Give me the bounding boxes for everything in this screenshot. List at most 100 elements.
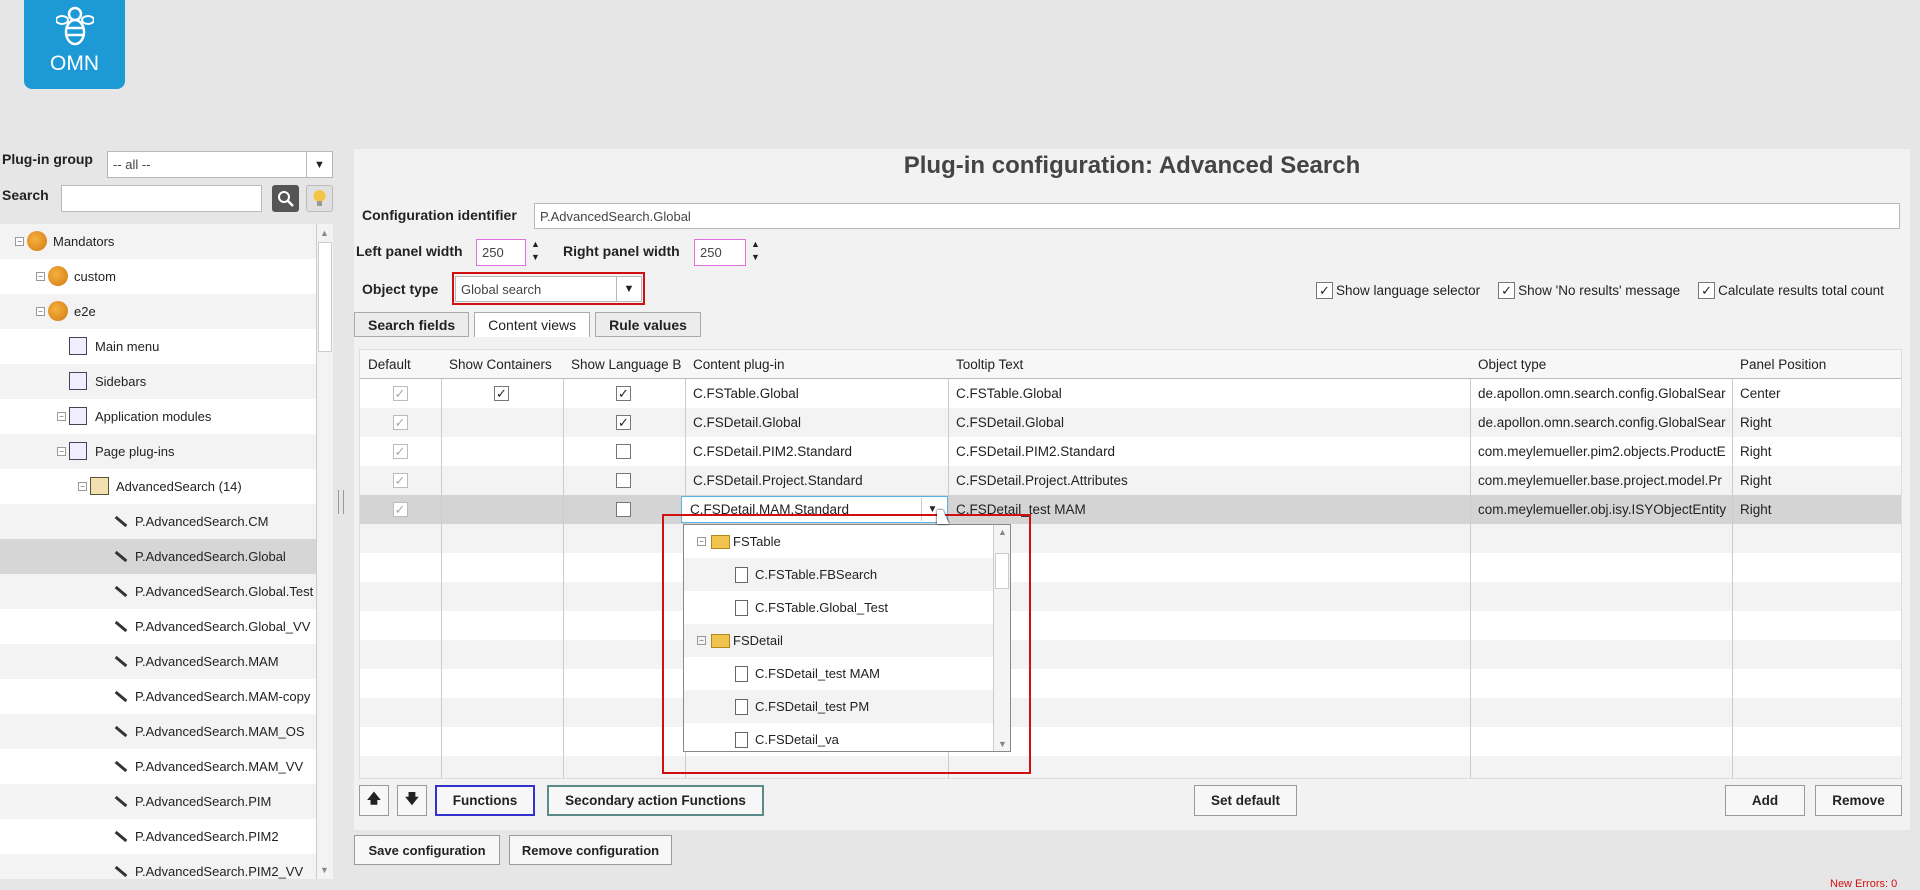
set-default-button[interactable]: Set default bbox=[1194, 785, 1297, 816]
checkbox[interactable]: ✓ bbox=[1698, 281, 1716, 299]
expander[interactable]: − bbox=[697, 537, 706, 546]
option-label: Show language selector bbox=[1336, 282, 1481, 298]
column-header[interactable]: Show Containers bbox=[449, 357, 552, 372]
dropdown-item[interactable]: C.FSTable.FBSearch bbox=[684, 558, 994, 591]
cell: de.apollon.omn.search.config.GlobalSear bbox=[1478, 415, 1726, 430]
tree-row[interactable]: Sidebars bbox=[0, 364, 316, 399]
tree-icon bbox=[114, 725, 128, 738]
remove-button[interactable]: Remove bbox=[1815, 785, 1902, 816]
expander[interactable]: − bbox=[36, 307, 45, 316]
column-header[interactable]: Show Language B bbox=[571, 357, 682, 372]
checkbox[interactable] bbox=[616, 502, 631, 517]
tree-row[interactable]: P.AdvancedSearch.MAM_VV bbox=[0, 749, 316, 784]
tree-row[interactable]: − Page plug-ins bbox=[0, 434, 316, 469]
dropdown-arrow[interactable]: ▼ bbox=[921, 498, 943, 521]
move-up-button[interactable]: 🡅 bbox=[359, 785, 389, 816]
move-down-button[interactable]: 🡇 bbox=[397, 785, 427, 816]
tree-row[interactable]: P.AdvancedSearch.Global bbox=[0, 539, 316, 574]
option[interactable]: ✓ Show 'No results' message bbox=[1498, 280, 1680, 300]
tree-scrollbar[interactable]: ▲ ▼ bbox=[316, 224, 333, 879]
tree-row[interactable]: − Application modules bbox=[0, 399, 316, 434]
expander[interactable]: − bbox=[36, 272, 45, 281]
cell-editor[interactable]: C.FSDetail.MAM.Standard ▼ bbox=[681, 496, 948, 523]
grid-row-bg bbox=[360, 756, 1901, 778]
cell: C.FSDetail.Project.Standard bbox=[693, 473, 863, 488]
secondary-functions-button[interactable]: Secondary action Functions bbox=[547, 785, 764, 816]
tree-row[interactable]: P.AdvancedSearch.Global_VV bbox=[0, 609, 316, 644]
remove-config-button[interactable]: Remove configuration bbox=[509, 835, 672, 865]
functions-button[interactable]: Functions bbox=[435, 785, 535, 816]
checkbox[interactable]: ✓ bbox=[1498, 281, 1516, 299]
tab[interactable]: Content views bbox=[474, 312, 591, 337]
expander[interactable]: − bbox=[697, 636, 706, 645]
dropdown-item[interactable]: C.FSDetail_va bbox=[684, 723, 994, 751]
save-config-button[interactable]: Save configuration bbox=[354, 835, 500, 865]
checkbox[interactable]: ✓ bbox=[1316, 281, 1333, 299]
tree-row[interactable]: P.AdvancedSearch.Global.Test bbox=[0, 574, 316, 609]
left-width-input[interactable]: 250 bbox=[476, 239, 526, 266]
dropdown-item[interactable]: C.FSDetail_test PM bbox=[684, 690, 994, 723]
right-width-input[interactable]: 250 bbox=[694, 239, 746, 266]
spinner[interactable]: ▲ ▼ bbox=[751, 239, 760, 262]
column-header[interactable]: Default bbox=[368, 357, 411, 372]
grid-row-bg bbox=[360, 698, 1901, 727]
cell: Center bbox=[1740, 386, 1781, 401]
expander[interactable]: − bbox=[57, 447, 66, 456]
cell: com.meylemueller.base.project.model.Pr bbox=[1478, 473, 1722, 488]
tree-row[interactable]: − custom bbox=[0, 259, 316, 294]
tree-row[interactable]: P.AdvancedSearch.CM bbox=[0, 504, 316, 539]
tree-row[interactable]: Main menu bbox=[0, 329, 316, 364]
page-title: Plug-in configuration: Advanced Search bbox=[903, 152, 1361, 179]
column-header[interactable]: Object type bbox=[1478, 357, 1547, 372]
dropdown-item[interactable]: C.FSDetail_test MAM bbox=[684, 657, 994, 690]
tree-row[interactable]: − e2e bbox=[0, 294, 316, 329]
checkbox[interactable] bbox=[616, 444, 631, 459]
tab[interactable]: Search fields bbox=[354, 312, 470, 337]
object-type-label: Object type bbox=[362, 281, 439, 297]
dropdown-arrow[interactable]: ▼ bbox=[616, 277, 641, 301]
spinner[interactable]: ▲ ▼ bbox=[531, 239, 540, 262]
popup-scrollbar[interactable]: ▲ ▼ bbox=[993, 525, 1010, 751]
tree-row[interactable]: P.AdvancedSearch.MAM-copy bbox=[0, 679, 316, 714]
cell: Right bbox=[1740, 502, 1772, 517]
option[interactable]: ✓ Show language selector bbox=[1316, 280, 1480, 300]
file-icon bbox=[735, 666, 748, 682]
tab[interactable]: Rule values bbox=[595, 312, 701, 337]
dropdown-item[interactable]: C.FSTable.Global_Test bbox=[684, 591, 994, 624]
checkbox[interactable]: ✓ bbox=[616, 415, 631, 430]
checkbox: ✓ bbox=[392, 415, 408, 430]
tree-row[interactable]: P.AdvancedSearch.PIM bbox=[0, 784, 316, 819]
dropdown-item[interactable]: − FSTable bbox=[684, 525, 994, 558]
option[interactable]: ✓ Calculate results total count bbox=[1698, 280, 1884, 300]
config-id-input[interactable]: P.AdvancedSearch.Global bbox=[534, 203, 1900, 229]
tree-row[interactable]: P.AdvancedSearch.PIM2 bbox=[0, 819, 316, 854]
tree-row[interactable]: P.AdvancedSearch.PIM2_VV bbox=[0, 854, 316, 879]
cell: C.FSDetail.PIM2.Standard bbox=[693, 444, 853, 459]
dropdown-arrow[interactable]: ▼ bbox=[306, 152, 332, 177]
checkbox[interactable]: ✓ bbox=[494, 386, 509, 401]
search-label: Search bbox=[2, 187, 49, 203]
tree-row[interactable]: − AdvancedSearch (14) bbox=[0, 469, 316, 504]
plugin-group-select[interactable]: -- all -- bbox=[107, 151, 333, 178]
config-id-label: Configuration identifier bbox=[362, 207, 517, 223]
search-input[interactable] bbox=[61, 185, 262, 212]
column-header[interactable]: Content plug-in bbox=[693, 357, 785, 372]
tree-row[interactable]: − Mandators bbox=[0, 224, 316, 259]
add-button[interactable]: Add bbox=[1725, 785, 1805, 816]
tree-row[interactable]: P.AdvancedSearch.MAM_OS bbox=[0, 714, 316, 749]
dropdown-item[interactable]: − FSDetail bbox=[684, 624, 994, 657]
logo[interactable]: OMN bbox=[24, 0, 125, 89]
expander[interactable]: − bbox=[15, 237, 24, 246]
checkbox[interactable] bbox=[616, 473, 631, 488]
tree-row[interactable]: P.AdvancedSearch.MAM bbox=[0, 644, 316, 679]
splitter[interactable] bbox=[338, 490, 344, 514]
column-header[interactable]: Panel Position bbox=[1740, 357, 1827, 372]
object-type-select[interactable]: Global search bbox=[455, 276, 642, 302]
expander[interactable]: − bbox=[57, 412, 66, 421]
expander[interactable]: − bbox=[78, 482, 87, 491]
file-icon bbox=[735, 567, 748, 583]
column-header[interactable]: Tooltip Text bbox=[956, 357, 1024, 372]
checkbox[interactable]: ✓ bbox=[616, 386, 631, 401]
hint-button[interactable] bbox=[306, 185, 333, 212]
search-button[interactable] bbox=[272, 185, 299, 212]
